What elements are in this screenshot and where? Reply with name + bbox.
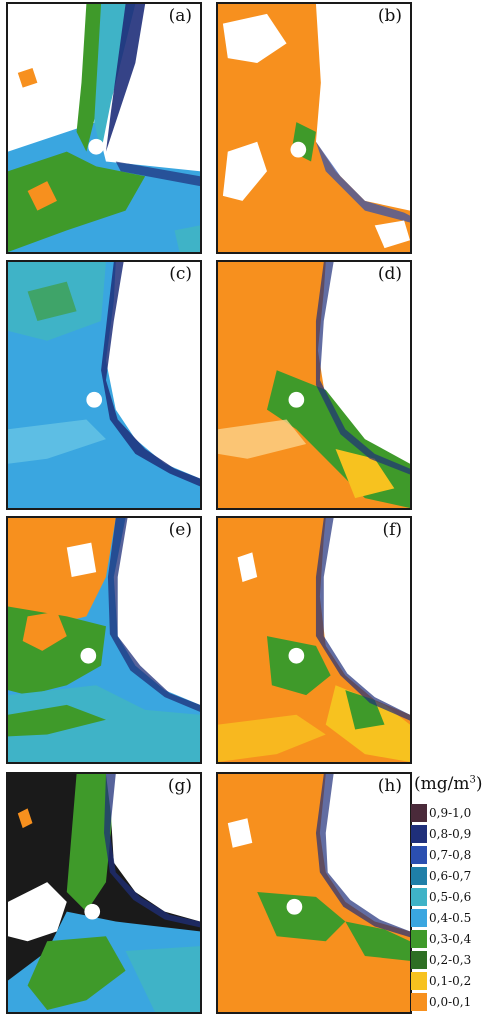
satellite-map-a: [8, 4, 200, 252]
satellite-map-g: [8, 774, 200, 1012]
legend-swatch: [411, 951, 427, 969]
legend-unit-superscript: 3: [469, 774, 476, 786]
legend-item: 0,2-0,3: [411, 951, 502, 969]
panel-label-b: (b): [375, 6, 404, 26]
map-panel-h: (h): [216, 772, 412, 1014]
legend-item: 0,7-0,8: [411, 846, 502, 864]
legend-item: 0,5-0,6: [411, 888, 502, 906]
legend-swatch: [411, 888, 427, 906]
panel-label-d: (d): [375, 264, 404, 284]
map-panel-d: (d): [216, 260, 412, 510]
map-panel-b: (b): [216, 2, 412, 254]
legend-unit-close: ): [475, 774, 483, 794]
legend-label: 0,2-0,3: [429, 953, 472, 967]
legend-swatch: [411, 804, 427, 822]
panel-label-g: (g): [165, 776, 194, 796]
legend-item: 0,0-0,1: [411, 993, 502, 1011]
panel-label-a: (a): [166, 6, 194, 26]
legend-swatch: [411, 867, 427, 885]
satellite-map-c: [8, 262, 200, 508]
satellite-map-e: [8, 518, 200, 762]
legend-label: 0,9-1,0: [429, 806, 472, 820]
legend-swatch: [411, 909, 427, 927]
map-panel-a: (a): [6, 2, 202, 254]
legend-item: 0,6-0,7: [411, 867, 502, 885]
panel-label-h: (h): [375, 776, 404, 796]
legend-label: 0,5-0,6: [429, 890, 472, 904]
satellite-map-f: [218, 518, 410, 762]
legend-label: 0,0-0,1: [429, 995, 472, 1009]
map-panel-e: (e): [6, 516, 202, 764]
map-panel-g: (g): [6, 772, 202, 1014]
legend-label: 0,1-0,2: [429, 974, 472, 988]
legend-label: 0,3-0,4: [429, 932, 472, 946]
legend-label: 0,6-0,7: [429, 869, 472, 883]
legend-item: 0,8-0,9: [411, 825, 502, 843]
legend-swatch: [411, 993, 427, 1011]
legend-item: 0,3-0,4: [411, 930, 502, 948]
color-legend: (mg/m3) 0,9-1,0 0,8-0,9 0,7-0,8 0,6-0,7 0,5-…: [411, 774, 502, 1014]
legend-swatch: [411, 972, 427, 990]
satellite-map-h: [218, 774, 410, 1012]
panel-label-e: (e): [166, 520, 194, 540]
map-panel-f: (f): [216, 516, 412, 764]
panel-label-c: (c): [167, 264, 194, 284]
panel-label-f: (f): [380, 520, 404, 540]
map-panel-c: (c): [6, 260, 202, 510]
legend-item: 0,9-1,0: [411, 804, 502, 822]
satellite-map-d: [218, 262, 410, 508]
satellite-map-b: [218, 4, 410, 252]
legend-label: 0,7-0,8: [429, 848, 472, 862]
legend-label: 0,4-0.5: [429, 911, 472, 925]
legend-swatch: [411, 846, 427, 864]
legend-swatch: [411, 930, 427, 948]
legend-swatch: [411, 825, 427, 843]
legend-unit: (mg/m3): [414, 774, 483, 794]
legend-label: 0,8-0,9: [429, 827, 472, 841]
legend-item: 0,1-0,2: [411, 972, 502, 990]
legend-unit-text: (mg/m: [414, 774, 470, 794]
legend-item: 0,4-0.5: [411, 909, 502, 927]
